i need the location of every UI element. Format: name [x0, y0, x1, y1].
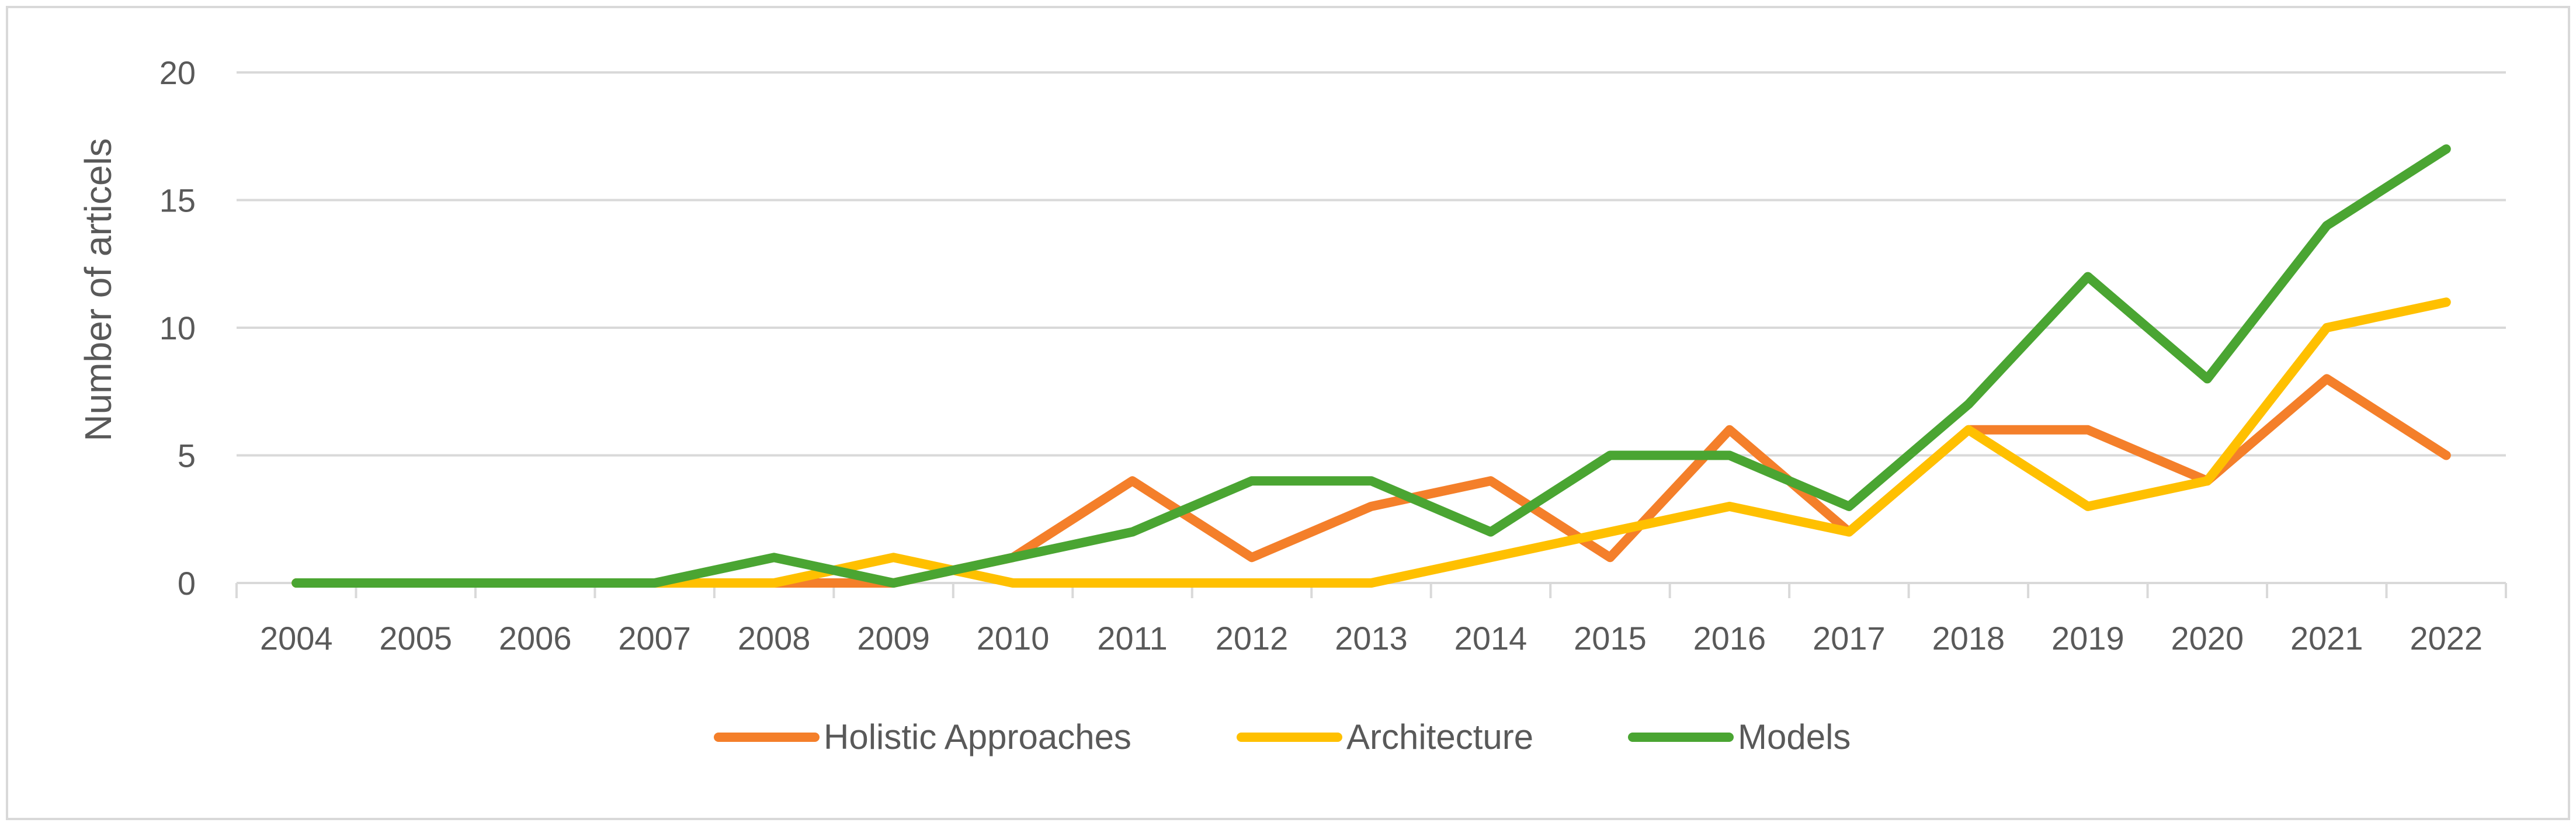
legend-label: Architecture: [1346, 717, 1533, 756]
x-axis-tick-labels: 2004 2005 2006 2007 2008 2009 2010 2011 2012 2013…: [260, 620, 2483, 657]
x-tick-label: 2019: [2051, 620, 2124, 657]
x-tick-label: 2008: [738, 620, 811, 657]
x-tick-label: 2010: [977, 620, 1050, 657]
x-tick-label: 2006: [499, 620, 572, 657]
y-tick-label: 15: [159, 182, 196, 219]
legend-label: Models: [1738, 717, 1851, 756]
gridlines: [237, 71, 2506, 457]
x-tick-label: 2013: [1335, 620, 1408, 657]
x-tick-label: 2021: [2290, 620, 2363, 657]
y-tick-label: 5: [178, 438, 196, 474]
legend-label: Holistic Approaches: [824, 717, 1131, 756]
x-tick-label: 2005: [379, 620, 452, 657]
y-axis-title: Number of articels: [77, 138, 119, 441]
x-tick-label: 2016: [1693, 620, 1766, 657]
x-tick-label: 2011: [1097, 620, 1167, 657]
x-tick-label: 2018: [1932, 620, 2005, 657]
x-tick-label: 2022: [2410, 620, 2483, 657]
y-tick-label: 20: [159, 54, 196, 91]
x-tick-label: 2020: [2171, 620, 2244, 657]
x-tick-label: 2009: [857, 620, 930, 657]
chart-frame: [6, 6, 2570, 820]
x-tick-label: 2017: [1813, 620, 1886, 657]
series-line: [291, 144, 2451, 588]
y-tick-label: 0: [178, 565, 196, 602]
x-tick-label: 2007: [618, 620, 691, 657]
y-axis-tick-labels: 0 5 10 15 20: [159, 54, 196, 602]
x-tick-label: 2014: [1454, 620, 1527, 657]
x-tick-label: 2012: [1216, 620, 1289, 657]
series-lines: [291, 144, 2451, 588]
y-tick-label: 10: [159, 310, 196, 346]
x-tick-label: 2015: [1574, 620, 1647, 657]
x-tick-label: 2004: [260, 620, 333, 657]
legend: Holistic Approaches Architecture Models: [714, 717, 1851, 756]
